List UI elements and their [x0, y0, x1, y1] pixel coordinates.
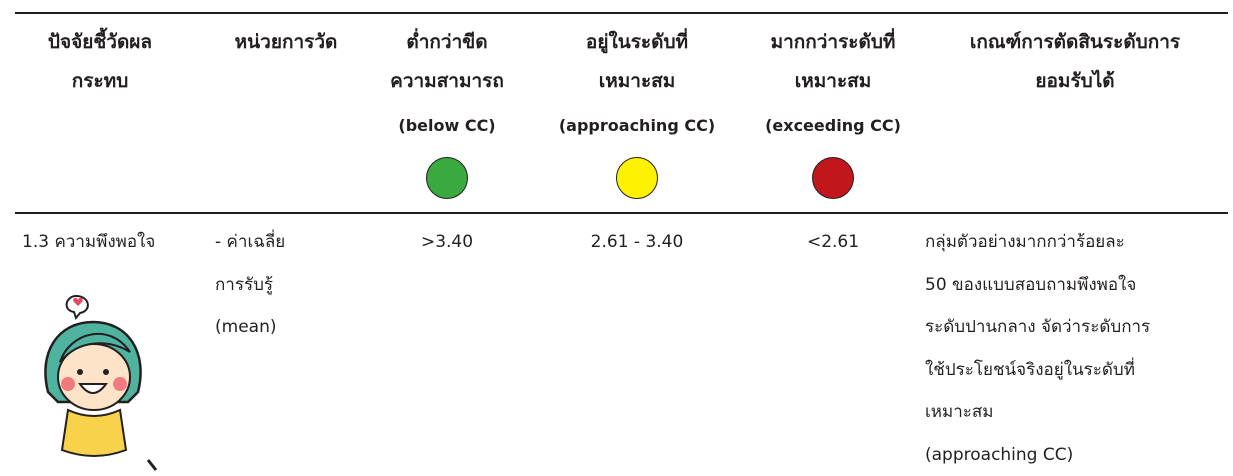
header-text: ยอมรับได้ [1035, 70, 1115, 92]
cell-text: (mean) [215, 317, 277, 337]
cartoon-girl [44, 294, 158, 471]
header-text: ความสามารถ [390, 70, 504, 92]
header-rule [15, 212, 1228, 214]
indicator-circle [812, 157, 854, 199]
cell-text: <2.61 [806, 232, 860, 252]
cell-text: เหมาะสม [925, 402, 994, 422]
top-rule [15, 12, 1228, 14]
indicator-circle [426, 157, 468, 199]
cell-text: - ค่าเฉลี่ย [215, 232, 286, 252]
header-text: เหมาะสม [794, 70, 872, 92]
header-text: (approaching CC) [558, 116, 716, 135]
header-text: เกณฑ์การตัดสินระดับการ [969, 31, 1181, 53]
cell-text: 2.61 - 3.40 [590, 232, 684, 252]
cell-text: การรับรู้ [215, 274, 274, 295]
cell-text: 1.3 ความพึงพอใจ [22, 232, 156, 252]
header-text: มากกว่าระดับที่ [770, 31, 896, 53]
header-text: ต่ำกว่าขีด [406, 31, 488, 53]
header-text: (exceeding CC) [765, 116, 901, 135]
header-text: เหมาะสม [598, 70, 676, 92]
header-text: ปัจจัยชี้วัดผล [47, 31, 153, 53]
cell-text: ระดับปานกลาง จัดว่าระดับการ [925, 317, 1151, 337]
header-text: (below CC) [398, 116, 496, 135]
cell-text: 50 ของแบบสอบถามพึงพอใจ [925, 274, 1137, 295]
cell-text: >3.40 [420, 232, 474, 252]
cell-text: ใช้ประโยชน์จริงอยู่ในระดับที่ [925, 359, 1135, 380]
header-text: หน่วยการวัด [234, 31, 338, 53]
header-text: กระทบ [71, 70, 129, 92]
cell-text: กลุ่มตัวอย่างมากกว่าร้อยละ [925, 232, 1125, 252]
header-text: อยู่ในระดับที่ [585, 31, 689, 53]
indicator-circle [616, 157, 658, 199]
cell-text: (approaching CC) [925, 444, 1074, 465]
